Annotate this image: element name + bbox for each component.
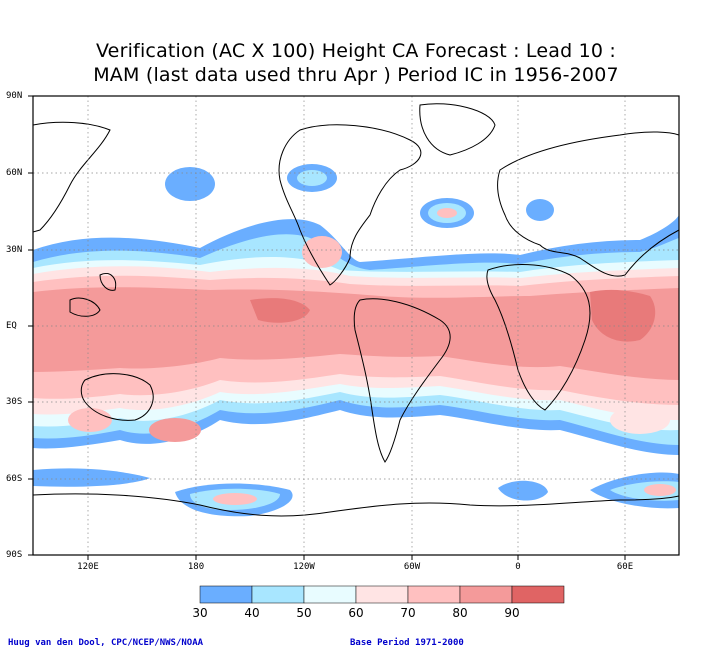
title-line-2: MAM (last data used thru Apr ) Period IC…	[93, 64, 619, 86]
lat-label-eq: EQ	[6, 321, 17, 331]
shade-alaska-light	[297, 170, 327, 186]
coast-south-america	[353, 298, 451, 463]
title-line-1: Verification (AC X 100) Height CA Foreca…	[95, 40, 617, 62]
colorbar-swatch-4	[355, 585, 409, 604]
colorbar-label-50: 50	[296, 606, 312, 620]
colorbar-swatch-5	[407, 585, 461, 604]
coast-indonesia	[69, 273, 117, 317]
lat-label-90n: 90N	[6, 91, 23, 101]
credit-base-period: Base Period 1971-2000	[350, 638, 464, 648]
colorbar-label-30: 30	[192, 606, 208, 620]
shade-s-pacific-salmon	[149, 418, 201, 442]
colorbar-swatch-1	[199, 585, 253, 604]
lat-label-60s: 60S	[6, 474, 23, 484]
colorbar-label-80: 80	[452, 606, 468, 620]
shade-southern-ocean-pink	[213, 493, 257, 505]
lon-label-60e: 60E	[616, 562, 634, 572]
lon-label-120e: 120E	[77, 562, 99, 572]
colorbar	[199, 585, 565, 604]
colorbar-label-60: 60	[348, 606, 364, 620]
shade-europe-blue	[526, 199, 554, 221]
colorbar-label-90: 90	[504, 606, 520, 620]
lat-label-90s: 90S	[6, 550, 23, 560]
axis-ticks	[28, 95, 626, 560]
coastlines	[33, 103, 679, 517]
shade-australia-pink	[68, 408, 112, 432]
coast-asia-west	[33, 121, 111, 233]
colorbar-label-40: 40	[244, 606, 260, 620]
shade-us-pink	[302, 236, 342, 268]
shade-red-spot-africa	[590, 289, 656, 342]
coast-antarctica	[33, 493, 679, 517]
shade-atlantic-pink	[437, 208, 457, 218]
colorbar-swatch-2	[251, 585, 305, 604]
lon-label-120w: 120W	[293, 562, 315, 572]
shade-southern-ocean-blue	[33, 468, 150, 487]
lat-label-30s: 30S	[6, 397, 23, 407]
colorbar-label-70: 70	[400, 606, 416, 620]
colorbar-swatch-3	[303, 585, 357, 604]
gridlines	[33, 96, 679, 555]
credit-author: Huug van den Dool, CPC/NCEP/NWS/NOAA	[8, 638, 204, 648]
coast-eurasia	[497, 131, 679, 277]
lon-label-60w: 60W	[403, 562, 421, 572]
shade-red-spot-pacific	[250, 298, 310, 323]
lat-label-30n: 30N	[6, 245, 23, 255]
correlation-shading	[33, 164, 679, 517]
shade-n-pacific-blue	[165, 167, 215, 201]
shade-s-indian-pink	[610, 406, 670, 434]
shade-s-indian-pink-2	[644, 484, 676, 496]
lon-label-180: 180	[187, 562, 205, 572]
shade-s-atlantic-blue	[498, 480, 548, 501]
coast-australia	[80, 373, 154, 421]
colorbar-swatch-6	[459, 585, 513, 604]
coast-africa	[486, 264, 591, 411]
lon-label-0: 0	[515, 562, 521, 572]
colorbar-swatch-7	[511, 585, 565, 604]
coast-north-america	[278, 124, 422, 286]
lat-label-60n: 60N	[6, 168, 23, 178]
coast-greenland	[419, 103, 496, 156]
